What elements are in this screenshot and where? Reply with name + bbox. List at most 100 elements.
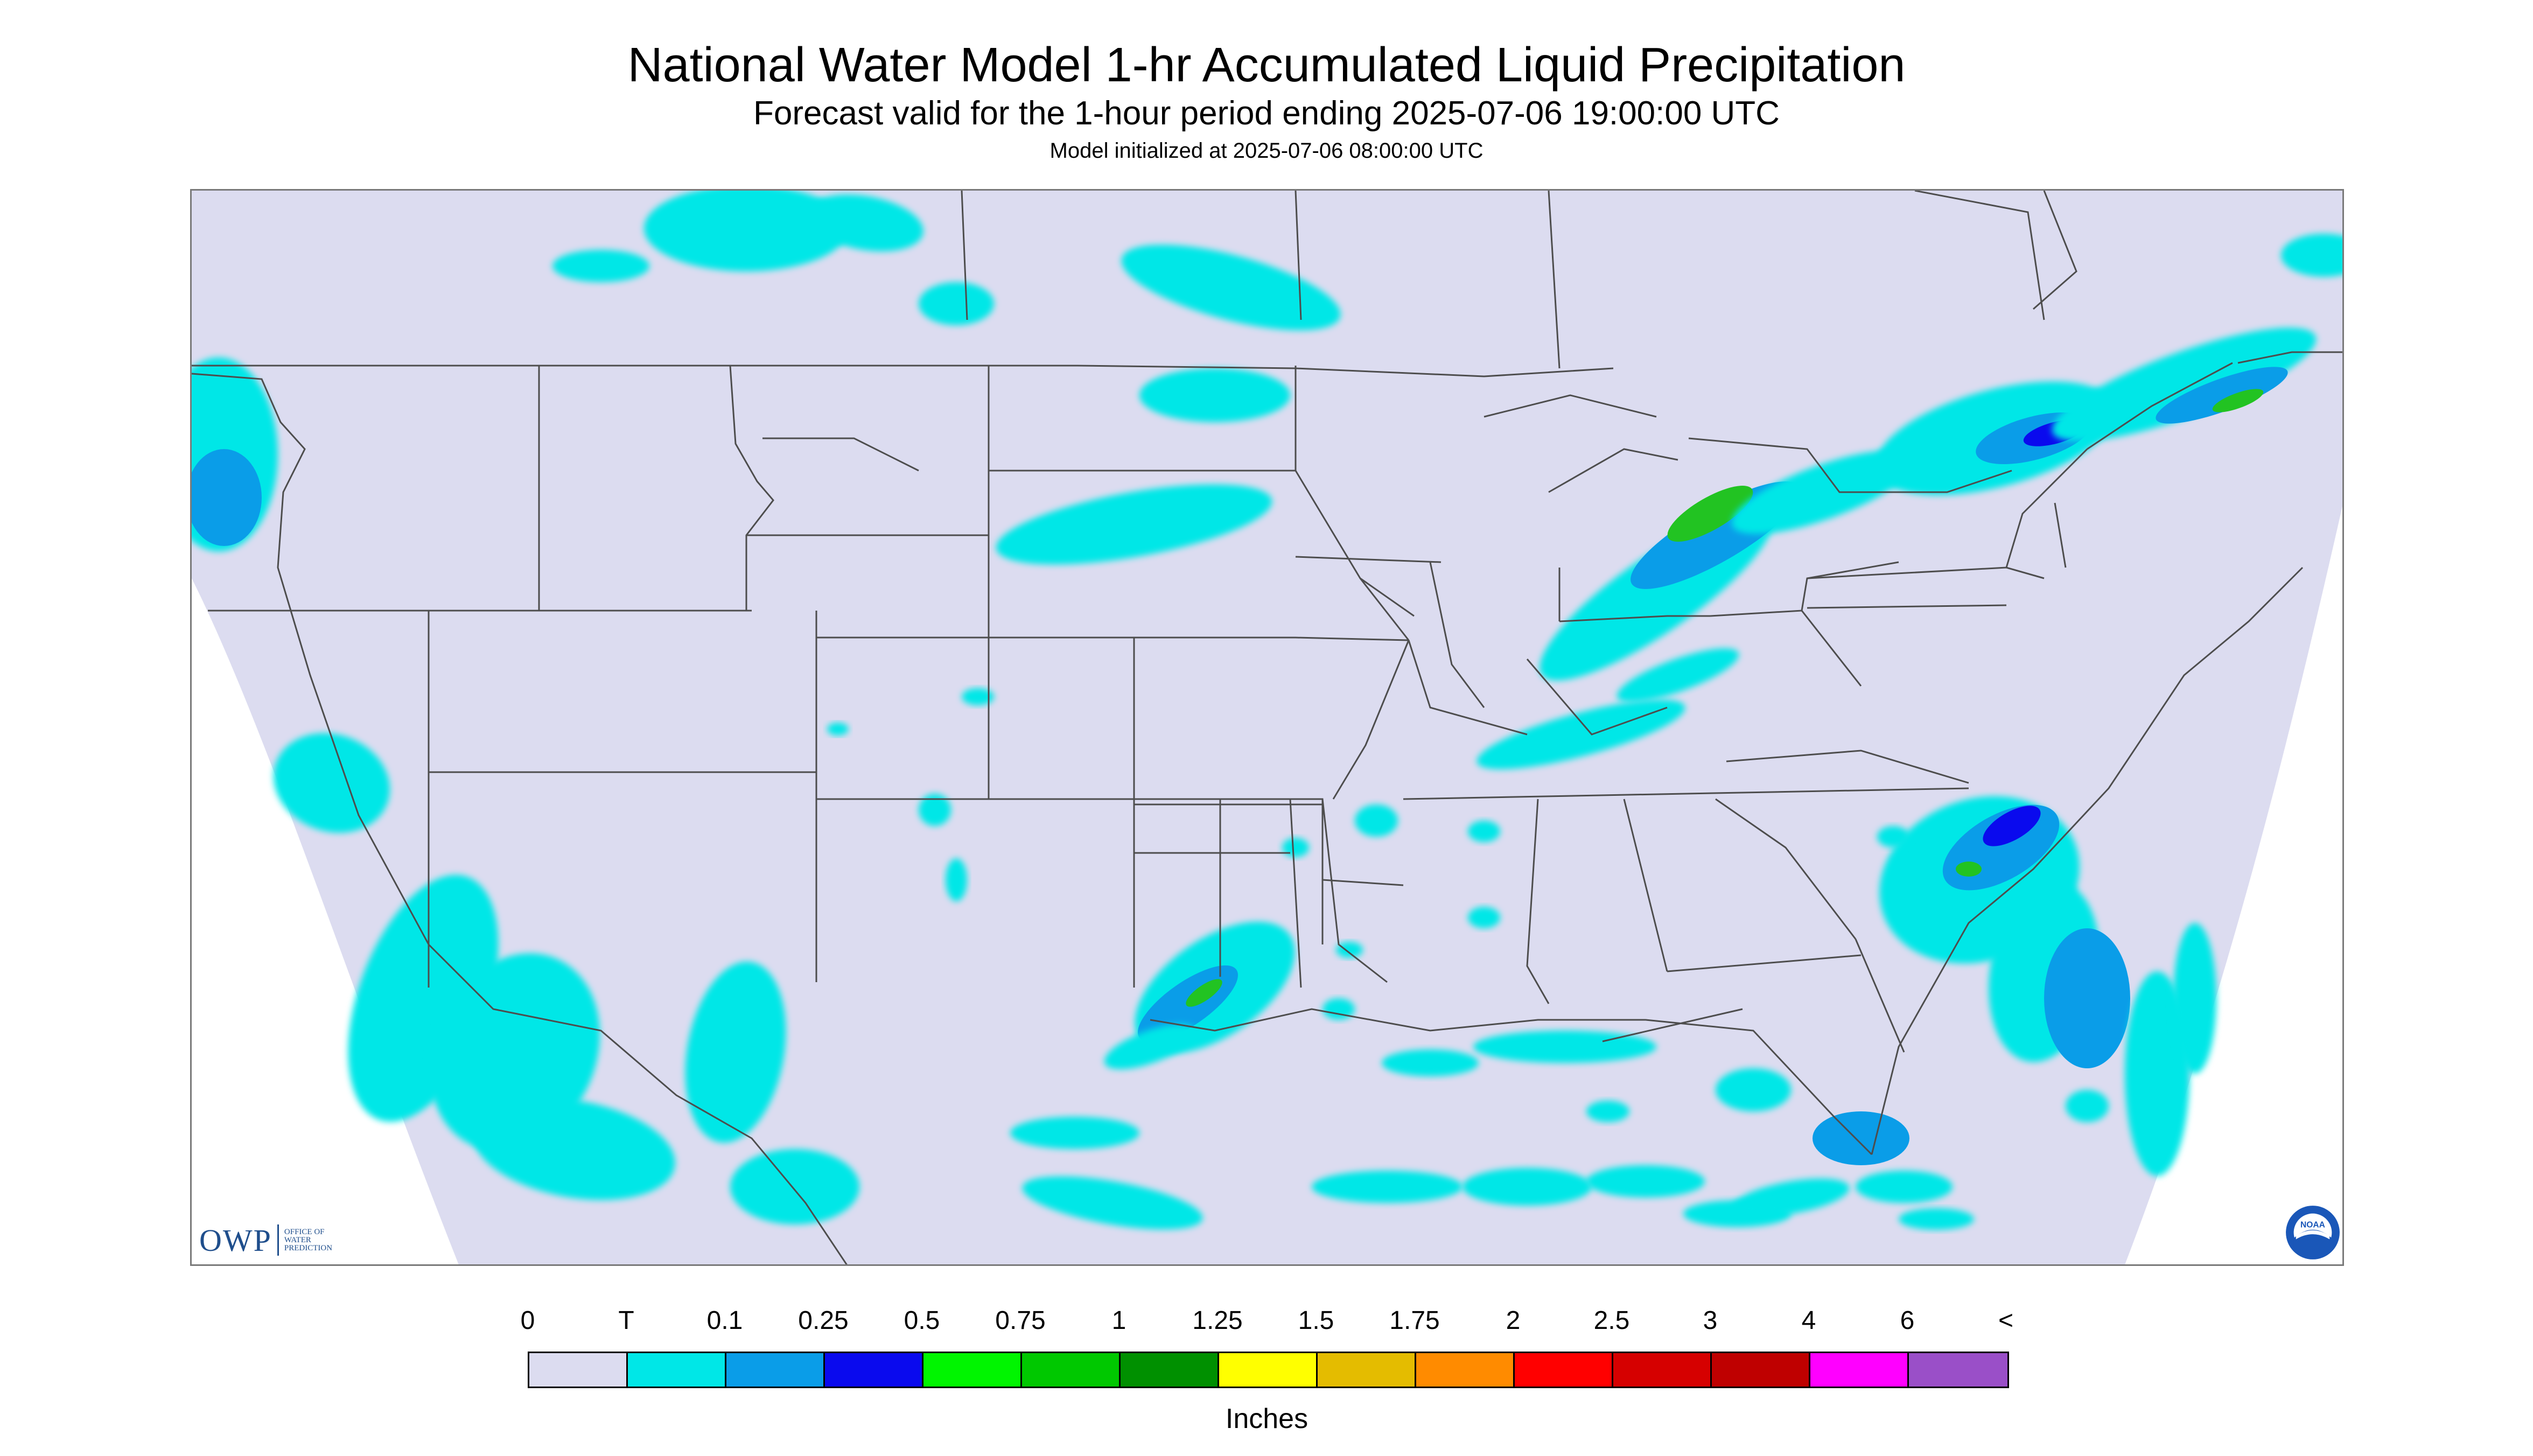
precipitation-area [1956,862,1982,877]
boundary-line [1667,954,1862,972]
forecast-valid-subtitle: Forecast valid for the 1-hour period end… [753,95,1780,132]
precipitation-area [473,1098,675,1200]
precipitation-area [274,733,390,833]
precipitation-area [806,194,923,251]
boundary-line [1295,556,1442,563]
boundary-line [192,373,848,1264]
legend-swatch [1121,1353,1219,1387]
precipitation-area [962,688,994,705]
precipitation-area [996,484,1272,565]
noaa-logo: NOAA [2286,1206,2340,1259]
boundary-line [989,798,1388,983]
precipitation-area [730,1149,859,1224]
owp-logo-text: OFFICE OF WATER PREDICTION [284,1227,333,1252]
boundary-line [1526,659,1668,736]
boundary-line [1526,799,1550,1004]
legend-tick-label: 0.1 [706,1306,743,1335]
precipitation-layer [192,191,2342,1230]
precipitation-area [1186,979,1222,1007]
precipitation-area [1323,998,1355,1020]
legend-tick-label: 1 [1111,1306,1126,1335]
boundary-line [1559,615,1710,622]
precipitation-area [1463,1168,1592,1206]
boundary-line [1295,191,1302,320]
boundary-line [989,636,1409,641]
precipitation-area [192,449,262,546]
boundary-line [1726,750,1969,784]
precipitation-area [946,858,967,901]
legend-swatch [1318,1353,1416,1387]
precipitation-area [2125,971,2189,1176]
owp-logo-divider [277,1224,279,1256]
legend-tick-label: 3 [1703,1306,1718,1335]
boundary-line [1623,799,1668,972]
boundary-line [1332,640,1410,800]
legend-swatch [1810,1353,1909,1387]
legend-tick-label: 1.25 [1192,1306,1243,1335]
precipitation-area [1468,907,1500,928]
boundary-line [729,365,774,611]
precipitation-area [1856,1171,1953,1203]
boundary-line [1602,1008,1743,1042]
boundary-line [1715,798,1857,940]
legend-tick-label: 4 [1801,1306,1816,1335]
precipitation-area [1282,838,1309,857]
legend-swatch [825,1353,923,1387]
boundary-line [1289,799,1302,988]
precipitation-area [919,282,994,325]
boundary-line [1548,191,1561,369]
legend-units: Inches [1225,1403,1309,1434]
legend-tick-label: 0.25 [798,1306,849,1335]
boundary-line [1855,939,1905,1053]
boundary-line [1914,191,2045,320]
precipitation-area [1104,1024,1196,1069]
precipitation-area [1382,1049,1479,1076]
precipitation-area [552,250,649,282]
precipitation-area [644,191,849,271]
boundary-line [2237,351,2342,364]
precipitation-area [2066,1090,2109,1122]
model-init-line: Model initialized at 2025-07-06 08:00:00… [1049,139,1484,163]
precipitation-area [1983,806,2041,846]
boundary-line [2033,191,2077,310]
legend-swatch [1515,1353,1613,1387]
legend-color-bar [528,1352,2009,1388]
legend-swatch [628,1353,726,1387]
precipitation-area [1355,804,1398,837]
legend-swatch [923,1353,1022,1387]
boundary-line [1871,566,2304,1155]
precipitation-area [2281,234,2342,277]
precipitation-area [685,961,786,1143]
boundary-line [2054,502,2067,568]
legend-swatch [529,1353,628,1387]
precipitation-area [1477,699,1685,769]
state-borders [192,191,2342,1264]
precipitation-area [1010,1117,1139,1149]
precipitation-area [2052,327,2317,442]
legend-swatch [726,1353,825,1387]
color-legend: 0 T 0.1 0.25 0.5 0.75 1 1.25 1.5 1.75 2 2.5 3 4 6 < Inc… [521,1306,2013,1434]
legend-tick-label: 6 [1900,1306,1915,1335]
legend-tick-label: 0.75 [995,1306,1046,1335]
precipitation-area [919,794,951,826]
legend-tick-label: T [618,1306,634,1335]
legend-tick-label: 0 [520,1306,535,1335]
boundary-line [2087,362,2233,450]
legend-swatch [1712,1353,1810,1387]
map-canvas [192,191,2342,1264]
boundary-line [1360,577,1415,617]
legend-swatch [1022,1353,1121,1387]
boundary-line [1688,437,2012,493]
legend-tick-label: < [1998,1306,2014,1335]
svg-text:NOAA: NOAA [2300,1221,2325,1230]
precipitation-area [1683,1200,1791,1227]
precipitation-area [1667,486,1753,542]
owp-logo: OWP OFFICE OF WATER PREDICTION [199,1221,332,1259]
boundary-line [1429,562,1485,708]
boundary-line [762,437,919,472]
precipitation-area [1899,1208,1974,1230]
precipitation-area [1731,450,1915,534]
precipitation-area [2212,389,2264,412]
boundary-line [2005,448,2088,568]
precipitation-area [2156,367,2288,424]
